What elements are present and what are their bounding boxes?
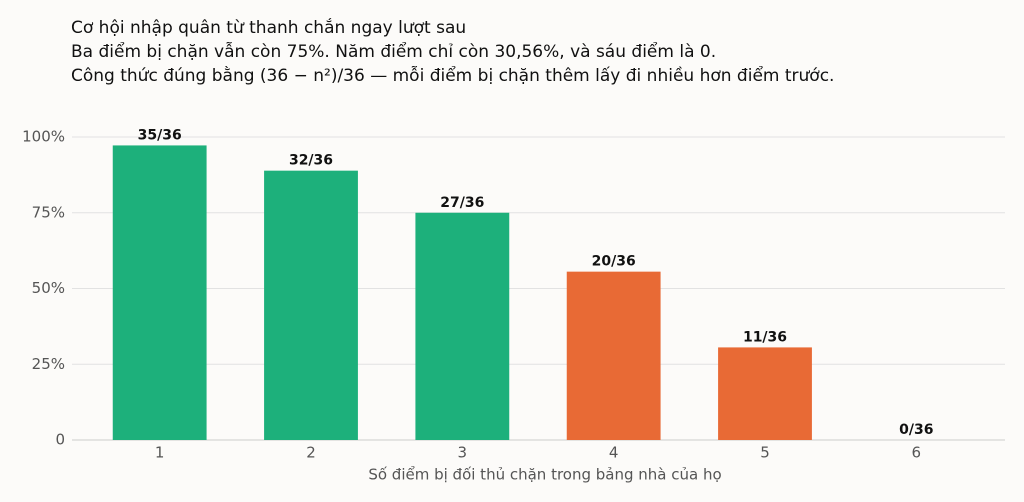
chart-title: Cơ hội nhập quân từ thanh chắn ngay lượt… (71, 17, 466, 38)
y-tick-label: 75% (32, 203, 65, 221)
value-label: 11/36 (743, 329, 787, 345)
x-tick-label: 1 (155, 444, 165, 462)
bar (566, 271, 661, 440)
value-label: 32/36 (289, 153, 333, 169)
y-tick-label: 25% (32, 355, 65, 373)
x-tick-label: 2 (306, 444, 316, 462)
y-tick-label: 0 (55, 431, 65, 449)
x-tick-label: 5 (760, 444, 770, 462)
value-label: 20/36 (592, 254, 636, 270)
chart-subtitle: Công thức đúng bằng (36 − n²)/36 — mỗi đ… (71, 65, 834, 86)
value-label: 0/36 (899, 422, 933, 438)
y-tick-label: 50% (32, 279, 65, 297)
value-label: 35/36 (138, 127, 182, 143)
bar (264, 170, 358, 440)
bar (112, 145, 207, 440)
value-label: 27/36 (440, 195, 484, 211)
bar (718, 347, 812, 440)
x-tick-label: 3 (458, 444, 468, 462)
x-axis-label: Số điểm bị đối thủ chặn trong bảng nhà c… (368, 466, 721, 484)
x-tick-label: 4 (609, 444, 619, 462)
y-tick-label: 100% (22, 128, 65, 146)
chart-subtitle: Ba điểm bị chặn vẫn còn 75%. Năm điểm ch… (71, 41, 716, 62)
x-tick-label: 6 (912, 444, 922, 462)
bar (415, 212, 510, 440)
